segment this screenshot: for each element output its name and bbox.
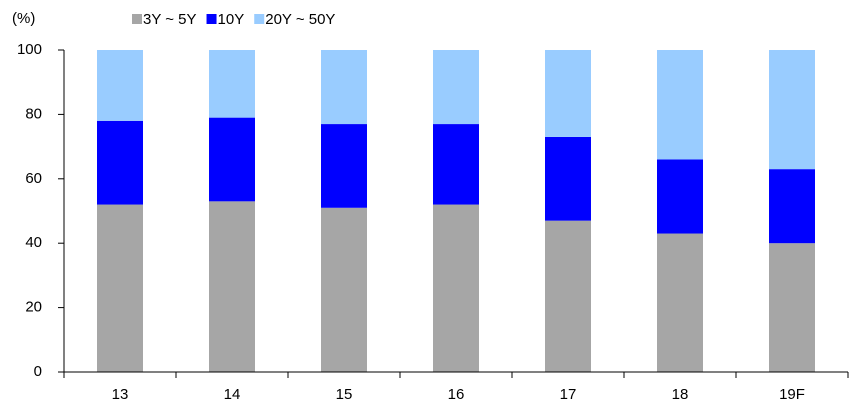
y-tick-label: 60	[25, 170, 42, 187]
legend-swatch	[206, 14, 217, 24]
y-tick-label: 20	[25, 299, 42, 316]
bar-segment	[769, 50, 815, 170]
bar-segment	[321, 207, 367, 372]
legend-label: 20Y ~ 50Y	[265, 11, 335, 28]
y-tick-label: 80	[25, 105, 42, 122]
legend-swatch	[132, 14, 142, 24]
y-tick-label: 100	[17, 41, 42, 58]
x-tick-label: 17	[560, 386, 577, 403]
bar-segment	[545, 136, 591, 221]
legend-label: 10Y	[218, 11, 245, 28]
x-tick-label: 14	[224, 386, 241, 403]
bar-segment	[657, 50, 703, 160]
bar-segment	[321, 50, 367, 125]
bar-segment	[433, 124, 479, 205]
bar-segment	[769, 243, 815, 372]
legend-swatch	[254, 14, 265, 24]
y-axis-label: (%)	[12, 10, 35, 27]
x-tick-label: 15	[336, 386, 353, 403]
y-tick-label: 0	[34, 363, 42, 380]
bar-segment	[97, 204, 143, 372]
bar-segment	[657, 159, 703, 234]
bar-segment	[209, 117, 255, 202]
bar-segment	[321, 124, 367, 208]
bar-segment	[433, 50, 479, 125]
bar-segment	[209, 50, 255, 118]
y-tick-label: 40	[25, 234, 42, 251]
legend-label: 3Y ~ 5Y	[143, 11, 197, 28]
x-tick-label: 19F	[779, 386, 805, 403]
bar-segment	[545, 50, 591, 137]
x-tick-label: 18	[672, 386, 689, 403]
bar-segment	[97, 120, 143, 205]
bar-segment	[433, 204, 479, 372]
bar-segment	[545, 220, 591, 372]
bar-segment	[657, 233, 703, 372]
x-tick-label: 16	[448, 386, 465, 403]
x-tick-label: 13	[112, 386, 129, 403]
bar-segment	[97, 50, 143, 121]
bar-segment	[209, 201, 255, 372]
bar-segment	[769, 169, 815, 244]
